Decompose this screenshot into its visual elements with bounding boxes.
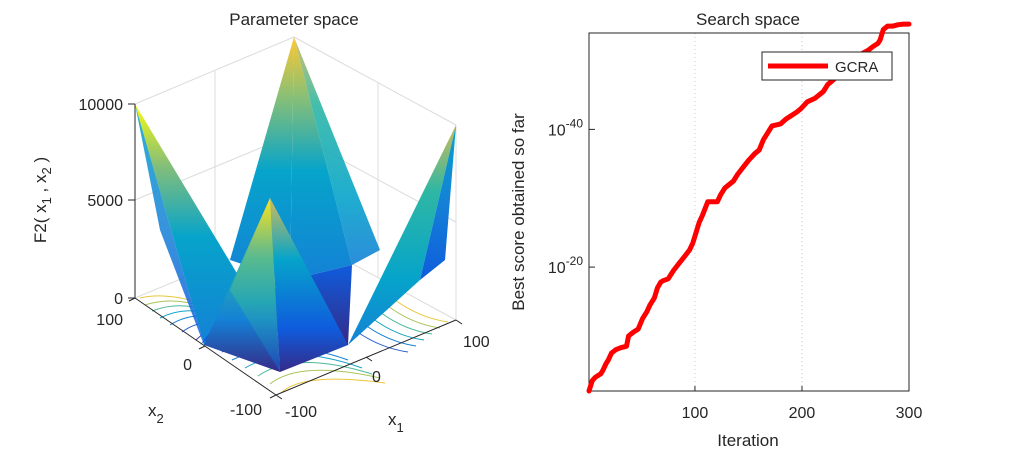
z-tick-label: 0 [114,291,123,308]
surface-mesh [135,37,456,372]
y-axis-label: x2 [148,401,164,426]
y-tick-label: 0 [183,357,192,374]
x-axis-label: x1 [388,410,404,435]
legend: GCRA [761,51,893,81]
plot-area [589,33,909,391]
y-tick-label: -100 [230,402,262,419]
x-tick-label: -100 [285,404,317,421]
y-tick-label: 10-20 [548,254,583,277]
convergence-plot: Search space 100 200 300 10-20 10-40 Best sc… [509,10,922,450]
z-axis-label: F2( x1 , x2 ) [31,157,54,243]
axis-ticks: 100 200 300 10-20 10-40 [548,116,923,422]
y-tick-label: 10-40 [548,116,583,139]
z-tick-label: 5000 [87,193,123,210]
z-axis: 10000 5000 0 F2( x1 , x2 ) [31,97,136,308]
x-axis-label: Iteration [717,431,778,450]
y-tick-label: 100 [96,312,123,329]
surface-plot: Parameter space [31,10,490,435]
y-axis-label: Best score obtained so far [509,113,528,311]
y-axis-3d: 100 0 -100 x2 [96,297,277,426]
x-tick-label: 300 [896,405,923,422]
surface-title: Parameter space [229,10,358,29]
x-axis-3d: -100 0 100 x1 [275,319,490,435]
convergence-title: Search space [696,10,800,29]
x-tick-label: 100 [682,405,709,422]
x-tick-label: 0 [372,369,381,386]
legend-label: GCRA [835,59,878,76]
x-tick-label: 100 [463,334,490,351]
z-tick-label: 10000 [79,97,124,114]
x-tick-label: 200 [789,405,816,422]
plot-frame [588,32,910,392]
